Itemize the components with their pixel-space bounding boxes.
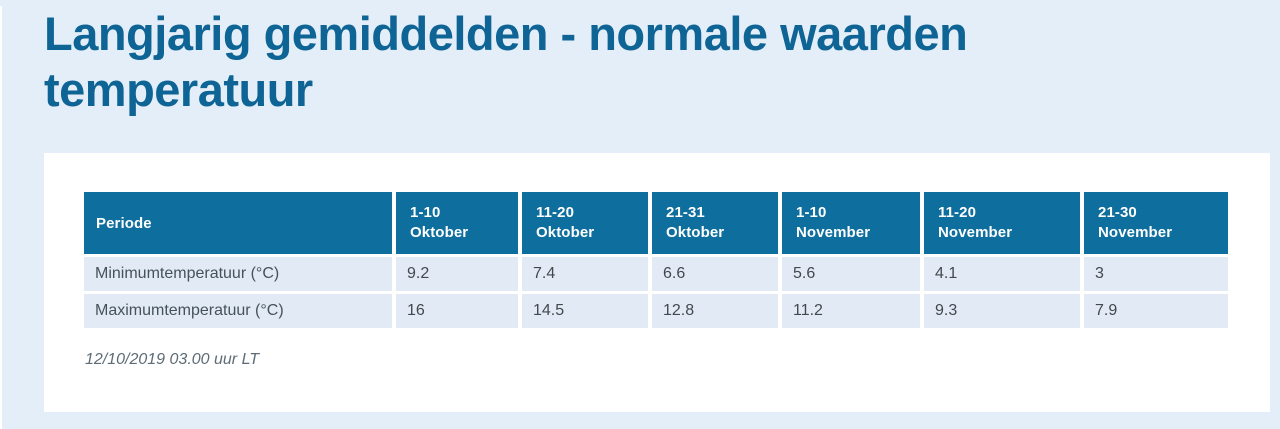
column-header-1-10-oktober: 1-10 Oktober [392,192,520,256]
column-header-11-20-oktober: 11-20 Oktober [518,192,650,256]
column-header-21-30-november: 21-30 November [1080,192,1228,256]
temperature-value: 9.3 [920,291,1082,328]
table-row-maximum-temperature: Maximumtemperatuur (°C) 16 14.5 12.8 11.… [84,291,1228,328]
timestamp: 12/10/2019 03.00 uur LT [85,351,260,368]
temperature-table: Periode 1-10 Oktober 11-20 Oktober 21-31… [84,192,1228,328]
page-title: Langjarig gemiddelden - normale waarden … [44,7,968,116]
column-header-month: Oktober [666,224,725,241]
column-header-range: 1-10 [796,204,827,221]
column-header-periode: Periode [84,192,394,256]
temperature-value: 12.8 [648,291,780,328]
temperature-value: 9.2 [392,254,520,293]
column-header-month: November [1098,224,1173,241]
table-row-minimum-temperature: Minimumtemperatuur (°C) 9.2 7.4 6.6 5.6 … [84,254,1228,293]
column-header-label: Periode [96,214,152,232]
temperature-value: 16 [392,291,520,328]
temperature-value: 7.4 [518,254,650,293]
temperature-value: 4.1 [920,254,1082,293]
column-header-range: 21-30 [1098,204,1137,221]
column-header-month: November [938,224,1013,241]
row-label: Maximumtemperatuur (°C) [84,291,394,328]
temperature-value: 3 [1080,254,1228,293]
table-header-row: Periode 1-10 Oktober 11-20 Oktober 21-31… [84,192,1228,256]
temperature-value: 11.2 [778,291,922,328]
column-header-range: 1-10 [410,204,441,221]
temperature-value: 14.5 [518,291,650,328]
column-header-month: Oktober [536,224,595,241]
column-header-1-10-november: 1-10 November [778,192,922,256]
temperature-value: 6.6 [648,254,780,293]
content-card: Periode 1-10 Oktober 11-20 Oktober 21-31… [44,153,1270,412]
column-header-month: November [796,224,871,241]
column-header-range: 21-31 [666,204,705,221]
temperature-value: 7.9 [1080,291,1228,328]
column-header-11-20-november: 11-20 November [920,192,1082,256]
column-header-range: 11-20 [536,204,575,221]
temperature-value: 5.6 [778,254,922,293]
column-header-month: Oktober [410,224,469,241]
row-label: Minimumtemperatuur (°C) [84,254,394,293]
column-header-range: 11-20 [938,204,977,221]
column-header-21-31-oktober: 21-31 Oktober [648,192,780,256]
